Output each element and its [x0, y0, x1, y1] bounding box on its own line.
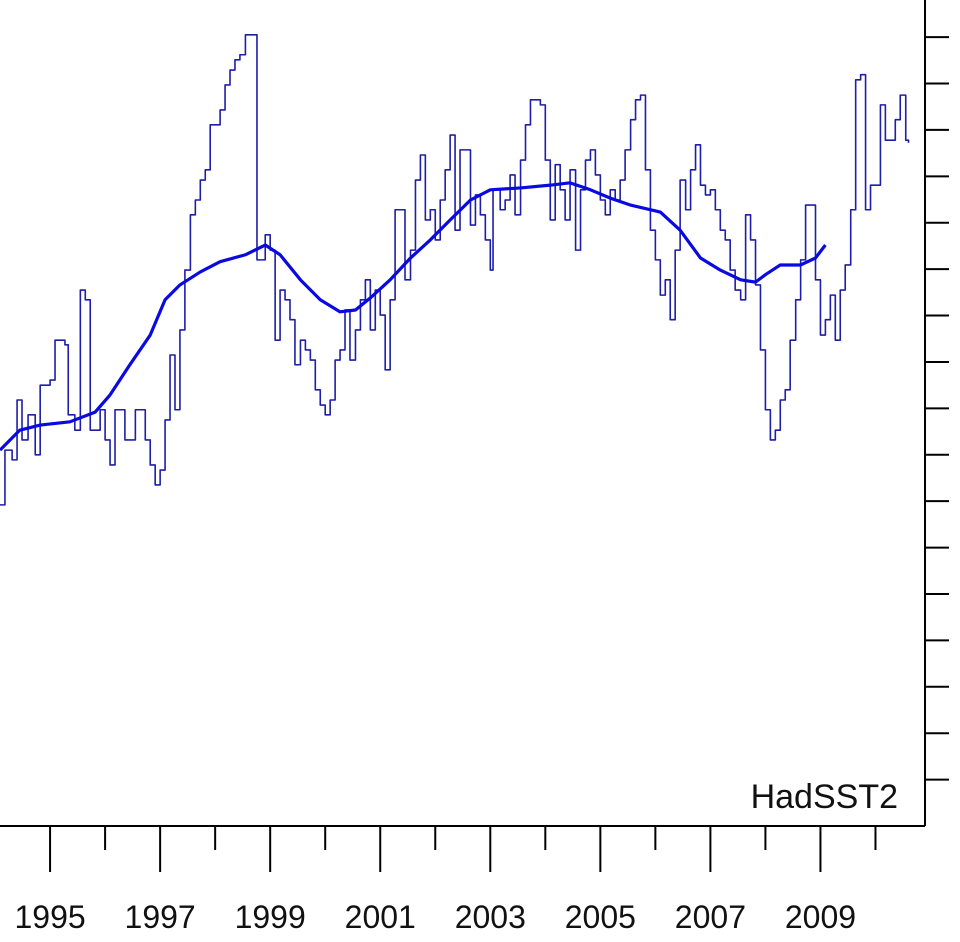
x-tick-label: 2003	[455, 899, 526, 935]
series-annotation: HadSST2	[751, 778, 898, 816]
x-tick-label: 1995	[14, 899, 85, 935]
smoothed-line	[0, 181, 827, 452]
x-tick-label: 1999	[235, 899, 306, 935]
x-tick-label: 2007	[675, 899, 746, 935]
x-tick-label: 2001	[345, 899, 416, 935]
x-tick-label: 2005	[565, 899, 636, 935]
x-tick-label: 1997	[125, 899, 196, 935]
monthly-line	[0, 34, 910, 506]
x-tick-label: 2009	[785, 899, 856, 935]
